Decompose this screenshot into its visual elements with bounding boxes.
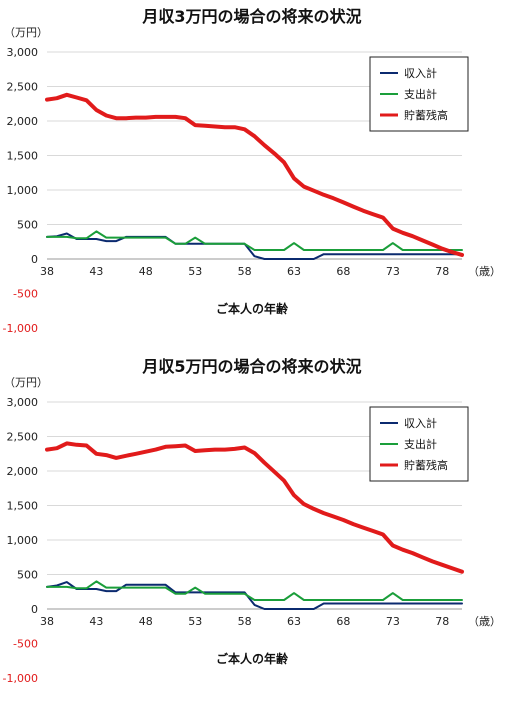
- y-tick-label: 1,500: [7, 150, 39, 163]
- x-tick-label: 38: [40, 615, 54, 628]
- y-tick-label: 1,000: [7, 534, 39, 547]
- series-line-expense: [46, 580, 463, 601]
- x-tick-label: 63: [287, 615, 301, 628]
- x-tick-label: 48: [139, 615, 153, 628]
- y-unit-label: （万円）: [4, 376, 48, 389]
- y-tick-label: 500: [17, 569, 38, 582]
- series-line-income: [46, 232, 463, 260]
- x-tick-label: 78: [435, 265, 449, 278]
- x-tick-label: 58: [238, 615, 252, 628]
- y-tick-label: 2,000: [7, 115, 39, 128]
- x-axis-label: ご本人の年齢: [216, 651, 289, 666]
- y-tick-label-negative: -1,000: [3, 672, 38, 685]
- legend-label: 支出計: [404, 87, 437, 101]
- y-tick-label: 1,000: [7, 184, 39, 197]
- x-tick-label: 43: [89, 265, 103, 278]
- y-tick-label: 1,500: [7, 500, 39, 513]
- x-unit-label: （歳）: [468, 265, 501, 278]
- y-tick-label: 2,500: [7, 81, 39, 94]
- x-tick-label: 63: [287, 265, 301, 278]
- x-tick-label: 53: [188, 265, 202, 278]
- y-tick-label: 0: [31, 253, 38, 266]
- legend-label: 収入計: [404, 66, 437, 80]
- x-tick-label: 78: [435, 615, 449, 628]
- legend-label: 支出計: [404, 437, 437, 451]
- chart-panel-monthly-50k: 月収5万円の場合の将来の状況 （万円） 3,000 2,500 2,000 1,500 1,…: [3, 357, 501, 685]
- legend-label: 収入計: [404, 416, 437, 430]
- series-line-savings: [45, 92, 464, 257]
- y-unit-label: （万円）: [4, 26, 48, 39]
- y-tick-label: 3,000: [7, 46, 39, 59]
- x-axis-label: ご本人の年齢: [216, 301, 289, 316]
- x-tick-label: 38: [40, 265, 54, 278]
- series-line-income: [46, 581, 463, 610]
- x-tick-label: 73: [386, 615, 400, 628]
- y-tick-label: 3,000: [7, 396, 39, 409]
- chart-title: 月収3万円の場合の将来の状況: [141, 7, 361, 26]
- x-tick-label: 58: [238, 265, 252, 278]
- y-tick-label-negative: -500: [13, 288, 38, 301]
- x-tick-label: 68: [336, 615, 350, 628]
- legend-box: [369, 56, 469, 132]
- series-line-expense: [46, 230, 463, 251]
- legend-label: 貯蓄残高: [404, 108, 448, 122]
- series-line-savings: [45, 441, 464, 574]
- y-tick-label: 0: [31, 603, 38, 616]
- chart-title: 月収5万円の場合の将来の状況: [141, 357, 361, 376]
- y-tick-label-negative: -500: [13, 638, 38, 651]
- x-tick-label: 43: [89, 615, 103, 628]
- x-unit-label: （歳）: [468, 615, 501, 628]
- x-tick-label: 73: [386, 265, 400, 278]
- x-tick-label: 53: [188, 615, 202, 628]
- y-tick-label: 2,000: [7, 465, 39, 478]
- y-tick-label-negative: -1,000: [3, 322, 38, 335]
- y-tick-label: 500: [17, 219, 38, 232]
- chart-panel-monthly-30k: 月収3万円の場合の将来の状況 （万円） 3,000 2,500 2,000 1,500 1,…: [3, 7, 501, 335]
- y-tick-label: 2,500: [7, 431, 39, 444]
- legend-label: 貯蓄残高: [404, 458, 448, 472]
- x-tick-label: 68: [336, 265, 350, 278]
- x-tick-label: 48: [139, 265, 153, 278]
